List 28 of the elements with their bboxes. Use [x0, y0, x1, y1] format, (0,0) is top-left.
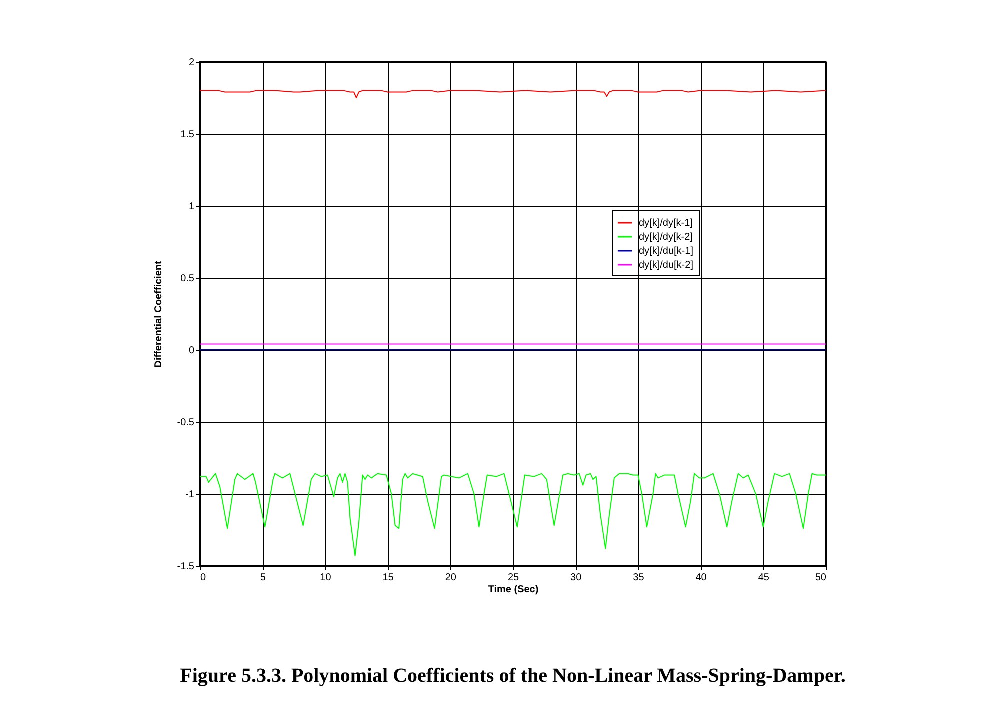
- x-axis-title: Time (Sec): [488, 584, 539, 596]
- x-tick-label: 40: [696, 572, 708, 584]
- y-axis-title: Differential Coefficient: [153, 260, 164, 368]
- y-tick-label: -1.5: [177, 562, 195, 572]
- x-tick-label: 35: [633, 572, 645, 584]
- text: Figure 5.3.3. Polynomial Coefficients of the Non-Linear Mass-Spring-Damper.: [180, 665, 846, 687]
- x-tick-label: 5: [260, 572, 266, 584]
- y-tick-label: -1: [186, 490, 195, 500]
- legend-label: dy[k]/du[k-2]: [639, 260, 694, 271]
- y-tick-label: -0.5: [177, 418, 195, 428]
- y-tick-label: 0: [188, 346, 195, 356]
- x-tick-label: 30: [570, 572, 582, 584]
- line-series: [200, 90, 826, 98]
- x-tick-label: 50: [815, 572, 827, 584]
- line-series: [200, 473, 826, 556]
- legend-label: dy[k]/dy[k-2]: [639, 232, 694, 243]
- legend-label: dy[k]/du[k-1]: [639, 246, 694, 257]
- y-tick-label: 0.5: [180, 274, 195, 284]
- x-tick-label: 15: [382, 572, 394, 584]
- y-tick-label: 1.5: [180, 130, 195, 140]
- x-tick-label: 25: [508, 572, 520, 584]
- x-tick-label: 45: [758, 572, 770, 584]
- x-tick-label: 20: [445, 572, 457, 584]
- y-tick-label: 1: [188, 202, 195, 212]
- x-tick-label: 10: [320, 572, 332, 584]
- legend-label: dy[k]/dy[k-1]: [639, 218, 694, 229]
- x-tick-label: 0: [200, 572, 206, 584]
- y-tick-label: 2: [188, 58, 195, 68]
